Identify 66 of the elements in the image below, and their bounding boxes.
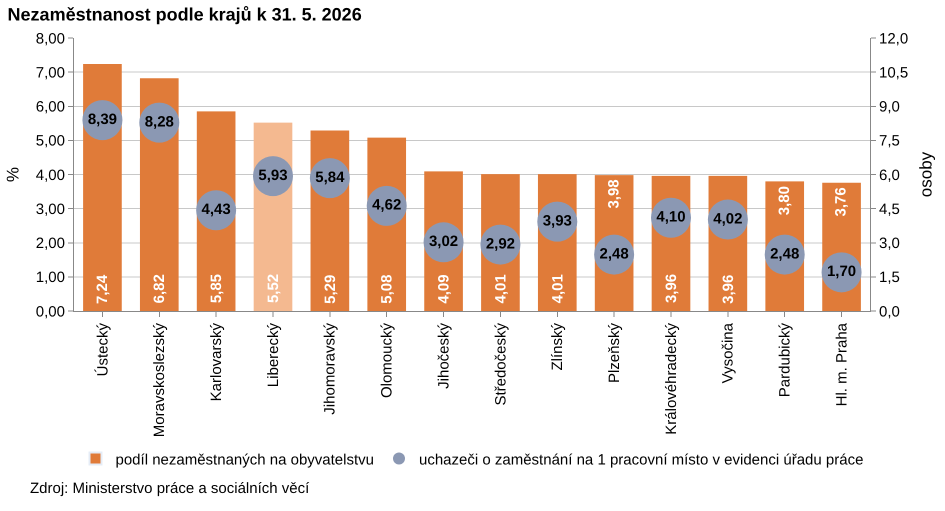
data-label: 3,98: [606, 179, 623, 209]
x-tick-label: Vysočina: [720, 322, 737, 384]
data-label: 5,84: [315, 168, 346, 186]
y-tick-label: 2,00: [36, 235, 65, 252]
data-label: 8,28: [144, 113, 174, 130]
y2-tick-label: 7,5: [879, 132, 900, 150]
x-tick-label: Karlovarský: [208, 322, 226, 402]
data-label: 5,93: [258, 166, 288, 184]
y-tick-label: 0,00: [36, 303, 65, 320]
x-tick-label: Královéhradecký: [662, 322, 680, 435]
data-label: 7,24: [94, 274, 111, 304]
data-label: 6,82: [151, 274, 168, 304]
data-label: 8,39: [88, 110, 118, 128]
y-tick-label: 3,00: [36, 200, 65, 218]
y2-tick-label: 6,0: [879, 166, 900, 184]
y2-tick-label: 10,5: [879, 64, 908, 82]
x-tick-label: Zlínský: [549, 322, 566, 371]
x-tick-label: Ústecký: [93, 322, 112, 376]
x-tick-label: Hl. m. Praha: [833, 322, 850, 406]
y2-tick-label: 9,0: [879, 98, 900, 116]
text: Zdroj: Ministerstvo práce a sociálních věcí: [30, 480, 310, 497]
y2-axis-title: osoby: [916, 151, 936, 198]
data-label: 4,62: [372, 196, 402, 214]
y2-tick-label: 0,0: [879, 303, 900, 320]
x-tick-label: Liberecký: [264, 322, 282, 388]
data-label: 5,85: [208, 274, 226, 304]
data-label: 4,01: [549, 274, 566, 304]
y-tick-label: 1,00: [36, 269, 65, 286]
data-label: 3,96: [720, 274, 737, 304]
legend-label: uchazeči o zaměstnání na 1 pracovní místo v evidenci úřadu práce: [419, 451, 864, 468]
legend-label: podíl nezaměstnaných na obyvatelstvu: [116, 451, 374, 468]
data-label: 5,52: [264, 274, 282, 304]
data-label: 2,48: [600, 245, 629, 262]
y-axis-title: %: [3, 166, 22, 182]
data-label: 5,08: [378, 274, 396, 304]
data-label: 5,29: [322, 274, 339, 304]
data-label: 1,70: [826, 263, 856, 280]
data-label: 2,48: [770, 245, 800, 262]
data-label: 4,09: [436, 274, 453, 304]
data-label: 4,10: [656, 208, 686, 226]
y2-tick-label: 12,0: [879, 30, 908, 48]
data-label: 3,93: [542, 212, 572, 230]
x-tick-label: Jihočeský: [435, 322, 452, 389]
y-tick-label: 4,00: [36, 166, 65, 184]
data-label: 4,02: [713, 210, 742, 228]
data-label: 4,01: [492, 274, 510, 304]
x-tick-label: Středočeský: [492, 322, 510, 406]
y-tick-label: 7,00: [36, 64, 65, 82]
data-label: 4,43: [202, 200, 231, 218]
x-tick-label: Jihomoravský: [322, 322, 339, 415]
y2-tick-label: 3,0: [879, 235, 900, 252]
y-tick-label: 5,00: [36, 132, 65, 150]
y2-tick-label: 1,5: [879, 269, 900, 286]
data-label: 2,92: [486, 235, 516, 252]
data-label: 3,02: [428, 233, 458, 250]
y-tick-label: 6,00: [36, 98, 65, 116]
x-tick-label: Olomoucký: [378, 322, 396, 398]
data-label: 3,96: [662, 274, 680, 304]
y2-tick-label: 4,5: [879, 200, 900, 218]
y-tick-label: 8,00: [36, 30, 65, 48]
data-label: 3,80: [776, 186, 794, 216]
data-label: 3,76: [832, 187, 850, 216]
x-tick-label: Plzeňský: [606, 322, 624, 384]
chart-title: Nezaměstnanost podle krajů k 31. 5. 2026: [8, 4, 362, 24]
x-tick-label: Moravskoslezský: [151, 322, 168, 438]
x-tick-label: Pardubický: [776, 322, 794, 398]
